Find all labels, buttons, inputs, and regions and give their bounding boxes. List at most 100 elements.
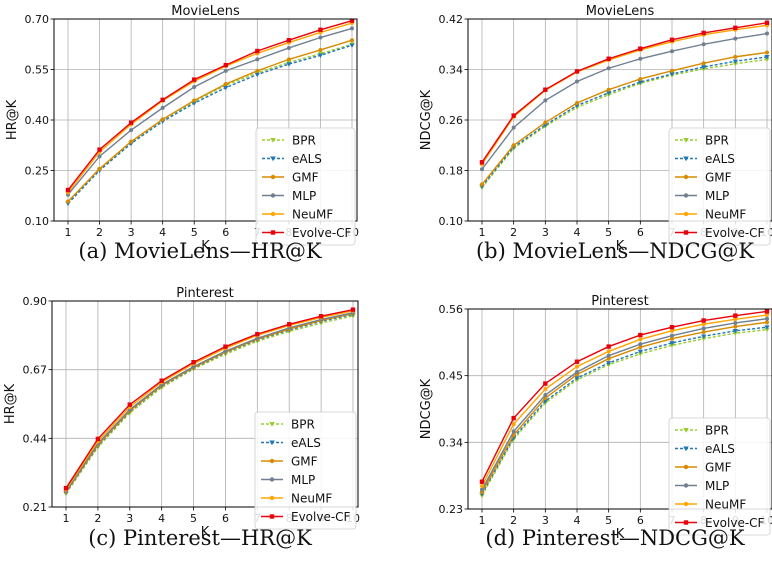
legend-label: GMF [292, 171, 319, 185]
data-point [349, 19, 355, 23]
data-point [318, 27, 323, 32]
legend-marker [683, 138, 689, 143]
legend-box [668, 417, 771, 536]
data-point [350, 307, 356, 312]
y-tick-label: 0.23 [439, 503, 464, 516]
data-point [606, 66, 611, 71]
legend: BPR eALS GMF MLP NeuMF Evolve-CF [255, 127, 356, 246]
x-axis-label: K [616, 527, 625, 542]
data-point [733, 25, 738, 31]
data-point [764, 55, 770, 60]
data-point [543, 381, 548, 386]
panel-caption: (b) MovieLens—NDCG@K [476, 239, 754, 263]
data-point [732, 328, 738, 334]
legend-marker [270, 156, 276, 162]
data-point [223, 344, 228, 349]
series-line-eALS [481, 326, 768, 495]
data-point [318, 35, 323, 40]
series-group [65, 19, 355, 207]
data-point [765, 320, 769, 325]
legend-label: Evolve-CF [705, 226, 765, 240]
data-point [637, 349, 643, 355]
x-tick-label: 2 [94, 512, 101, 525]
data-point [223, 85, 229, 91]
series-line-GMF [65, 312, 354, 493]
data-point [97, 147, 102, 152]
legend-marker [683, 501, 689, 507]
y-axis-label: HR@K [5, 99, 20, 140]
data-point [606, 353, 611, 358]
data-point [480, 182, 484, 187]
data-point [575, 364, 579, 369]
data-point [511, 415, 516, 421]
series-line-NeuMF [481, 314, 768, 487]
data-point [669, 343, 675, 348]
chart-title: MovieLens [171, 4, 240, 19]
data-point [765, 50, 769, 55]
legend-label: NeuMF [292, 208, 333, 222]
legend-label: BPR [705, 134, 729, 148]
data-point [701, 322, 706, 327]
data-point [670, 336, 674, 341]
data-point [286, 38, 292, 43]
chart-title: Pinterest [591, 294, 648, 309]
y-tick-label: 0.18 [439, 165, 464, 178]
data-point [543, 98, 548, 103]
legend-label: MLP [291, 473, 315, 487]
legend-label: NeuMF [705, 208, 746, 222]
data-point [511, 125, 516, 130]
data-point [606, 356, 611, 361]
chart-title: Pinterest [176, 286, 233, 301]
legend-marker [269, 495, 275, 501]
legend-marker [683, 230, 689, 235]
y-tick-label: 0.42 [439, 13, 464, 26]
x-tick-label: 6 [637, 226, 644, 239]
y-tick-label: 0.56 [439, 303, 464, 316]
data-point [701, 336, 707, 342]
y-tick-label: 0.10 [25, 215, 50, 228]
data-point [701, 30, 706, 36]
data-point [733, 313, 738, 318]
data-point [191, 101, 197, 106]
y-tick-label: 0.44 [23, 432, 48, 445]
legend-label: BPR [292, 134, 316, 148]
panel-caption: (a) MovieLens—HR@K [78, 239, 322, 263]
chart-panel-1: 123456789100.100.250.400.550.70MovieLens… [5, 4, 359, 263]
data-point [192, 77, 197, 82]
data-point [701, 326, 706, 331]
x-tick-label: 1 [479, 514, 486, 527]
data-point [255, 336, 260, 341]
data-point [127, 402, 132, 407]
data-point [701, 61, 706, 66]
data-point [159, 378, 164, 383]
x-tick-label: 6 [222, 512, 229, 525]
series-line-MLP [481, 318, 768, 490]
legend-label: MLP [292, 189, 316, 203]
x-tick-label: 2 [510, 514, 517, 527]
data-point [638, 46, 643, 51]
y-axis-label: HR@K [3, 383, 18, 424]
data-point [575, 100, 579, 105]
data-point [480, 167, 484, 172]
series-line-NeuMF [67, 22, 353, 193]
legend-marker [683, 428, 689, 433]
data-point [638, 342, 643, 347]
data-point [606, 87, 611, 92]
data-point [701, 334, 707, 339]
y-tick-label: 0.40 [25, 114, 50, 127]
series-line-NeuMF [481, 24, 768, 165]
legend: BPR eALS GMF MLP NeuMF Evolve-CF [668, 417, 771, 536]
legend-marker [683, 464, 689, 470]
x-tick-label: 6 [222, 226, 229, 239]
y-axis-label: NDCG@K [419, 378, 434, 439]
data-point [764, 20, 770, 25]
y-tick-label: 0.90 [23, 295, 48, 308]
series-line-Evolve-CF [481, 310, 768, 483]
legend-marker [270, 230, 276, 235]
data-point [128, 120, 134, 125]
data-point [129, 128, 134, 133]
legend-label: eALS [291, 436, 321, 450]
y-axis-label: NDCG@K [419, 89, 434, 150]
data-point [764, 325, 770, 330]
